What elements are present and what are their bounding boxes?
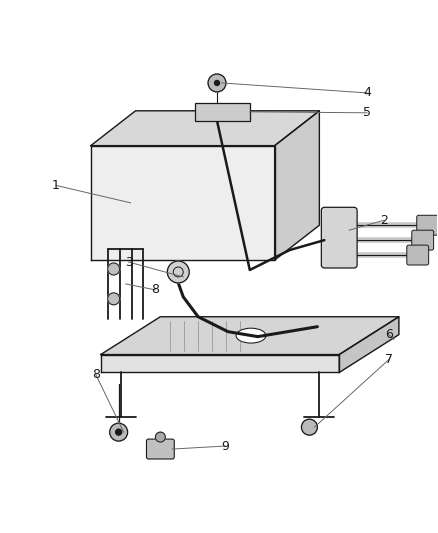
Circle shape <box>116 429 122 435</box>
Circle shape <box>301 419 318 435</box>
Circle shape <box>110 423 127 441</box>
Polygon shape <box>91 111 319 146</box>
Polygon shape <box>275 111 319 260</box>
Circle shape <box>155 432 165 442</box>
FancyBboxPatch shape <box>412 230 434 250</box>
Polygon shape <box>339 317 399 373</box>
Circle shape <box>108 293 120 305</box>
Circle shape <box>108 263 120 275</box>
Polygon shape <box>101 354 339 373</box>
Bar <box>195 103 250 121</box>
Text: 8: 8 <box>152 284 159 296</box>
Text: 1: 1 <box>52 179 60 192</box>
Polygon shape <box>91 146 275 260</box>
FancyBboxPatch shape <box>417 215 438 235</box>
Text: 8: 8 <box>92 368 100 381</box>
Text: 7: 7 <box>385 353 393 366</box>
Text: 6: 6 <box>385 328 393 341</box>
Text: 9: 9 <box>221 440 229 453</box>
FancyBboxPatch shape <box>146 439 174 459</box>
Text: 3: 3 <box>125 255 133 269</box>
Ellipse shape <box>236 328 266 343</box>
Circle shape <box>215 80 219 85</box>
FancyBboxPatch shape <box>321 207 357 268</box>
Text: 2: 2 <box>380 214 388 227</box>
Text: 4: 4 <box>363 86 371 100</box>
Text: 5: 5 <box>363 106 371 119</box>
Circle shape <box>208 74 226 92</box>
FancyBboxPatch shape <box>407 245 429 265</box>
Circle shape <box>167 261 189 283</box>
Polygon shape <box>101 317 399 354</box>
